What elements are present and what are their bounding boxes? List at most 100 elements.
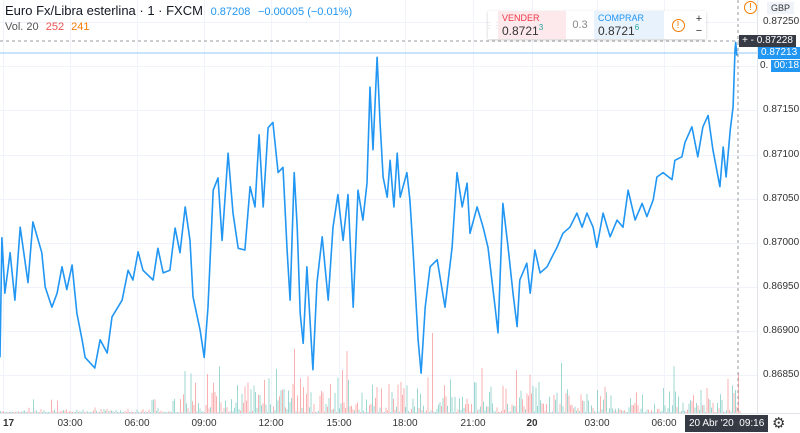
volume-bar (483, 401, 484, 413)
drag-handle-icon[interactable]: ⋮⋮ (485, 20, 501, 30)
volume-bar (156, 411, 157, 413)
volume-bar (595, 412, 597, 413)
volume-bar (147, 412, 148, 413)
volume-bar (114, 412, 115, 413)
gear-icon[interactable]: ⚙ (772, 415, 786, 432)
volume-bar (643, 412, 645, 413)
volume-bar (55, 412, 57, 413)
volume-bar (634, 402, 636, 413)
volume-bar (448, 412, 450, 413)
volume-bar (30, 412, 31, 413)
volume-bar (51, 399, 52, 413)
volume-bar (501, 410, 502, 413)
volume-bar (25, 412, 27, 413)
volume-bar (24, 410, 25, 413)
volume-bar (84, 412, 85, 413)
volume-bar (22, 410, 24, 413)
volume-bar (36, 410, 37, 413)
volume-bar (562, 406, 564, 413)
volume-bar (570, 405, 571, 413)
volume-bar (679, 412, 681, 413)
volume-bar (556, 392, 558, 413)
volume-bar (330, 384, 331, 413)
volume-bar (48, 412, 49, 413)
volume-bar (598, 411, 600, 413)
volume-bar (687, 409, 688, 413)
volume-bar (601, 409, 603, 413)
volume-bar (166, 412, 168, 413)
volume-bar (489, 392, 490, 413)
volume-bar (87, 411, 88, 413)
volume-bar (280, 390, 282, 413)
volume-bar (537, 406, 538, 413)
volume-bar (543, 403, 544, 413)
volume-bar (700, 389, 702, 413)
volume-bar (576, 410, 577, 413)
volume-bar (0, 411, 1, 413)
sell-price-pip: 3 (538, 23, 544, 32)
volume-bar (432, 332, 433, 413)
volume-bar (211, 392, 213, 413)
volume-bar (459, 398, 460, 413)
volume-bar (148, 409, 150, 413)
volume-bar (682, 402, 684, 413)
volume-bar (247, 382, 249, 413)
volume-bar (21, 412, 22, 413)
volume-bar (502, 385, 504, 413)
volume-bar (420, 393, 421, 413)
volume-bar (16, 411, 18, 413)
price-tick: 0.86850 (763, 369, 800, 380)
volume-bar (444, 385, 445, 413)
volume-bar (199, 408, 201, 413)
volume-bar (43, 410, 45, 413)
volume-bar (315, 412, 316, 413)
volume-bar (103, 409, 105, 413)
volume-bar (19, 412, 21, 413)
volume-bar (654, 403, 655, 413)
volume-bar (402, 394, 403, 413)
currency-label[interactable]: GBP (767, 2, 795, 14)
volume-bar (117, 412, 118, 413)
volume-bar (61, 410, 63, 413)
volume-bar (511, 404, 513, 413)
quantity-plus-button[interactable]: + (695, 13, 703, 25)
volume-bar (57, 400, 58, 413)
buy-button[interactable]: COMPRAR 0.87216 (594, 11, 664, 39)
quantity-minus-button[interactable]: − (695, 25, 703, 37)
volume-bar (135, 412, 136, 413)
volume-legend: Vol. 20 252 241 (5, 21, 89, 33)
volume-bar (456, 412, 457, 413)
volume-bar (577, 408, 579, 413)
volume-bar (331, 409, 333, 413)
sell-button[interactable]: VENDER 0.87213 (498, 11, 566, 39)
volume-bar (3, 411, 4, 413)
volume-bar (403, 387, 405, 413)
volume-bar (657, 409, 658, 413)
volume-bar (429, 412, 430, 413)
volume-bar (190, 373, 192, 413)
buy-price-pip: 6 (634, 23, 640, 32)
warning-circle-icon[interactable]: ! (744, 1, 757, 14)
volume-bar (10, 411, 12, 413)
volume-bar (286, 409, 288, 413)
volume-bar (637, 405, 639, 413)
volume-bar (505, 388, 507, 413)
volume-bar (69, 411, 70, 413)
volume-bar (40, 409, 42, 413)
volume-bar (468, 403, 469, 413)
volume-bar (138, 412, 139, 413)
volume-bar (85, 412, 87, 413)
volume-bar (49, 412, 51, 413)
volume-bar (516, 370, 517, 413)
crosshair-controls[interactable]: + - (742, 35, 754, 46)
volume-bar (510, 411, 511, 413)
volume-bar (207, 374, 208, 413)
volume-bar (52, 410, 54, 413)
volume-bar (226, 407, 228, 413)
volume-bar (313, 404, 315, 413)
info-button[interactable]: ! (664, 11, 692, 39)
volume-bar (666, 412, 667, 413)
volume-bar (624, 410, 625, 413)
volume-bar (63, 410, 64, 413)
